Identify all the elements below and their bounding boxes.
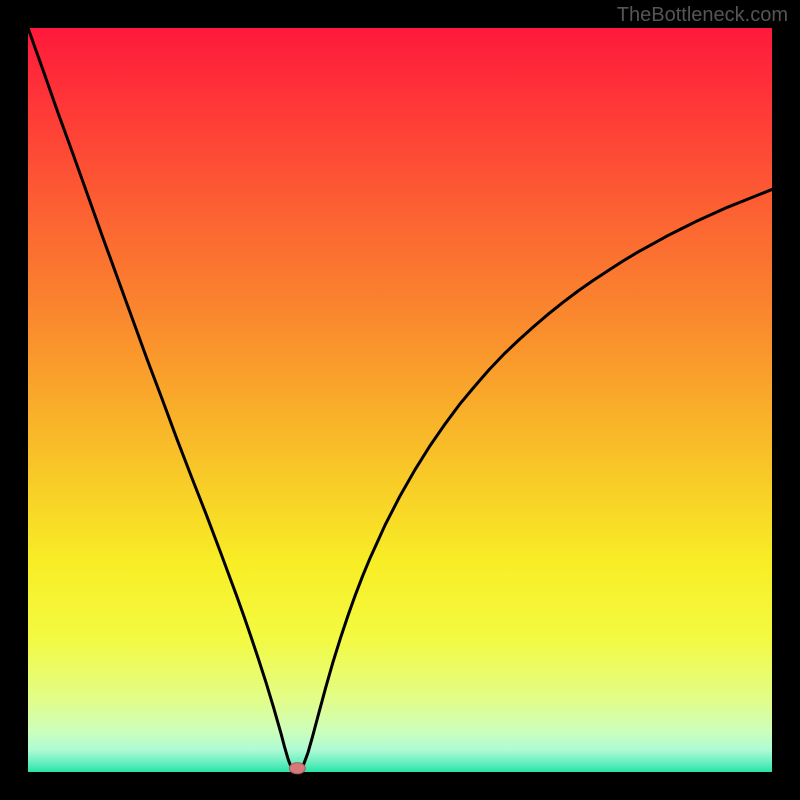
bottleneck-chart [0, 0, 800, 800]
minimum-marker [289, 763, 305, 774]
plot-background [28, 28, 772, 772]
watermark-text: TheBottleneck.com [617, 4, 788, 27]
